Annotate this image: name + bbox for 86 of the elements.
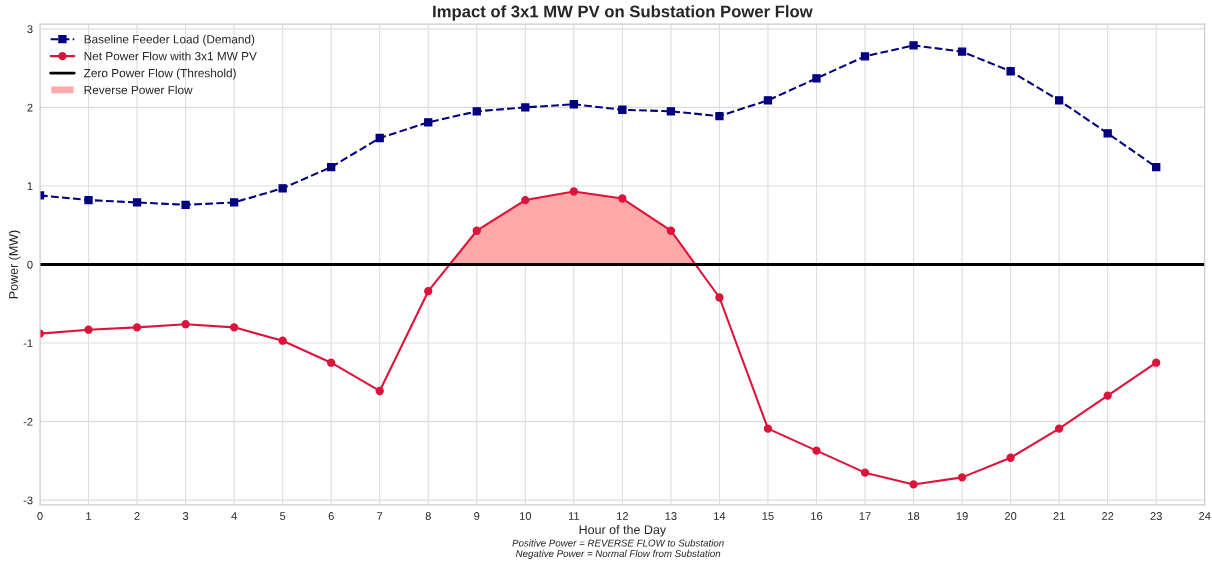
point: [229, 198, 239, 207]
point: [569, 100, 578, 109]
point: [763, 424, 773, 433]
point: [812, 74, 821, 83]
point: [1006, 67, 1015, 76]
point: [957, 47, 967, 56]
y-tick-label: -1: [23, 339, 33, 348]
point: [375, 386, 384, 396]
x-tick-label: 4: [231, 512, 237, 520]
x-tick-label: 0: [37, 512, 43, 520]
x-tick-label: 3: [182, 512, 189, 520]
point: [181, 320, 190, 329]
point: [327, 358, 336, 367]
y-tick-label: 2: [27, 103, 33, 112]
point: [424, 118, 433, 127]
point: [618, 105, 627, 114]
x-tick-label: 12: [617, 512, 628, 520]
point: [1103, 129, 1112, 138]
point: [909, 41, 918, 50]
point: [521, 103, 530, 112]
point: [1054, 96, 1064, 105]
point: [424, 287, 433, 296]
point: [860, 52, 870, 61]
point: [278, 336, 287, 345]
point: [812, 446, 821, 455]
point: [909, 480, 918, 489]
y-tick-label: -3: [23, 496, 33, 505]
x-tick-label: 20: [1004, 512, 1017, 520]
text: Positive Power = REVERSE FLOW to Substation Negative Power = Normal Flow from Substation: [512, 539, 724, 559]
x-tick-label: 23: [1150, 512, 1162, 520]
point: [1006, 453, 1015, 462]
y-tick-label: 3: [27, 25, 33, 33]
point: [1054, 424, 1064, 433]
x-tick-label: 16: [811, 512, 823, 520]
point: [375, 133, 384, 143]
point: [229, 323, 239, 332]
x-tick-label: 1: [86, 512, 92, 520]
x-tick-label: 13: [665, 512, 677, 520]
point: [715, 293, 724, 302]
point: [666, 107, 676, 116]
x-tick-label: 6: [328, 512, 334, 520]
y-tick-label: -2: [23, 417, 33, 426]
point: [521, 195, 530, 205]
point: [278, 184, 287, 193]
x-tick-label: 24: [1199, 512, 1211, 520]
x-tick-label: 5: [280, 512, 286, 520]
point: [860, 468, 870, 477]
point: [569, 187, 578, 196]
y-tick-label: 0: [27, 260, 33, 269]
legend-label: Baseline Feeder Load (Demand): [84, 34, 255, 46]
x-tick-label: 21: [1053, 512, 1065, 520]
x-tick-label: 10: [519, 512, 532, 520]
legend-label: Net Power Flow with 3x1 MW PV: [84, 51, 257, 61]
point: [763, 96, 773, 105]
x-tick-label: 17: [859, 512, 871, 520]
x-tick-label: 15: [762, 512, 774, 520]
x-tick-label: 11: [568, 512, 580, 520]
y-axis-title: Power (MW): [8, 230, 21, 299]
point: [666, 226, 676, 235]
x-tick-label: 22: [1102, 512, 1114, 520]
point: [84, 195, 93, 205]
point: [1152, 358, 1161, 367]
point: [132, 198, 142, 207]
x-tick-label: 2: [134, 512, 140, 520]
legend-label: Reverse Power Flow: [84, 85, 193, 95]
y-tick-label: 1: [27, 182, 33, 190]
x-tick-label: 7: [377, 512, 383, 520]
point: [715, 111, 724, 121]
point: [181, 200, 190, 209]
point: [1103, 391, 1112, 400]
legend-label: Zero Power Flow (Threshold): [84, 68, 236, 80]
x-tick-label: 9: [474, 512, 480, 520]
x-tick-label: 8: [425, 512, 431, 520]
point: [957, 473, 967, 482]
x-tick-label: 19: [956, 512, 968, 520]
point: [84, 325, 93, 334]
x-axis-title: Hour of the Day: [579, 524, 667, 537]
point: [618, 194, 627, 203]
chart-title: Impact of 3x1 MW PV on Substation Power Flow: [433, 5, 813, 21]
point: [1152, 162, 1161, 172]
point: [472, 226, 481, 235]
point: [472, 107, 481, 116]
x-tick-label: 18: [908, 512, 920, 520]
point: [132, 323, 142, 332]
x-tick-label: 14: [714, 512, 726, 520]
point: [327, 162, 336, 172]
